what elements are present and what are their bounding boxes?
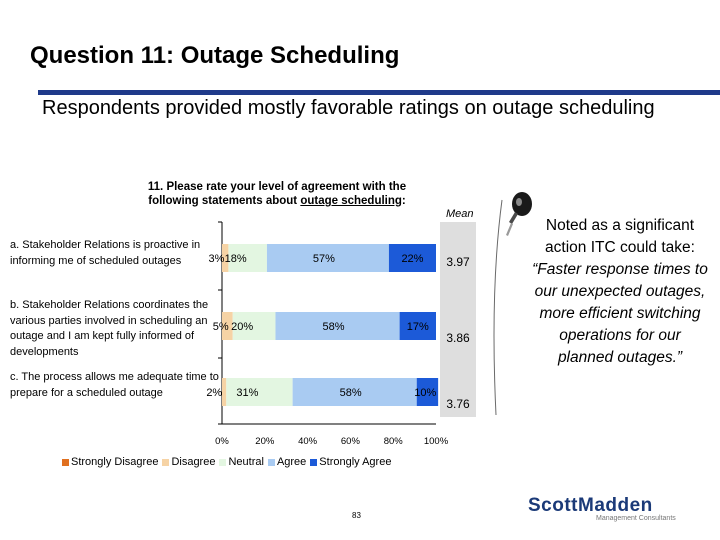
mean-value-2: 3.76	[446, 397, 470, 411]
data-label-1-1: 20%	[231, 321, 253, 333]
chart-title-line2-pre: following statements about	[148, 195, 301, 207]
legend-swatch	[310, 458, 318, 466]
bar-2-agree	[292, 378, 417, 406]
legend-label: Neutral	[228, 456, 264, 468]
microphone-icon	[484, 190, 534, 425]
x-tick-label-5: 100%	[424, 436, 449, 447]
data-label-2-2: 58%	[340, 387, 362, 399]
bar-2-neutral	[226, 378, 293, 406]
data-label-0-3: 22%	[401, 253, 423, 265]
callout: Noted as a significant action ITC could …	[530, 215, 710, 369]
chart-title: 11. Please rate your level of agreement …	[112, 180, 442, 208]
data-label-2-0: 2%	[206, 387, 222, 399]
chart-title-line2-underlined: outage scheduling	[300, 195, 402, 207]
mean-value-0: 3.97	[446, 255, 470, 269]
scottmadden-logo: ScottMadden Management Consultants	[528, 495, 688, 522]
data-label-1-0: 5%	[213, 321, 229, 333]
bar-0-neutral	[228, 244, 267, 272]
slide-title: Question 11: Outage Scheduling	[30, 42, 400, 69]
legend-label: Strongly Agree	[319, 456, 392, 468]
bar-1-neutral	[232, 312, 276, 340]
legend-label: Disagree	[171, 456, 216, 468]
x-tick-label-3: 60%	[341, 436, 361, 447]
chart-legend: Strongly Disagree Disagree Neutral Agree Str…	[62, 456, 395, 468]
logo-tagline: Management Consultants	[596, 515, 676, 522]
bar-0-strongly-agree	[388, 244, 436, 272]
legend-swatch	[62, 458, 69, 466]
legend-swatch	[267, 458, 275, 466]
x-tick-label-0: 0%	[215, 436, 229, 447]
legend-item-disagree: Disagree	[162, 456, 215, 468]
bar-2-strongly-agree	[416, 378, 439, 406]
legend-item-strongly-disagree: Strongly Disagree	[62, 456, 158, 468]
legend-item-neutral: Neutral	[219, 456, 264, 468]
category-label-c: c. The process allows me adequate time t…	[10, 371, 219, 399]
slide-subtitle: Respondents provided mostly favorable ra…	[42, 97, 655, 119]
callout-quote: “Faster response times to our unexpected…	[532, 261, 708, 366]
data-label-2-3: 10%	[414, 387, 436, 399]
chart-title-line1: 11. Please rate your level of agreement …	[147, 181, 407, 193]
bar-2-disagree	[222, 378, 227, 406]
bar-1-strongly-agree	[399, 312, 436, 340]
data-label-2-1: 31%	[236, 387, 258, 399]
x-tick-label-4: 80%	[384, 436, 404, 447]
data-label-0-0: 3%	[208, 253, 224, 265]
category-label-a: a. Stakeholder Relations is proactive in…	[10, 239, 201, 267]
category-label-b: b. Stakeholder Relations coordinates the…	[10, 299, 209, 358]
bar-1-disagree	[222, 312, 233, 340]
x-tick-label-1: 20%	[255, 436, 275, 447]
logo-name: ScottMadden	[528, 495, 653, 516]
data-label-1-3: 17%	[407, 321, 429, 333]
bar-0-agree	[266, 244, 389, 272]
callout-intro: Noted as a significant action ITC could …	[545, 217, 695, 256]
mean-value-1: 3.86	[446, 331, 470, 345]
legend-swatch	[219, 458, 227, 466]
mean-panel	[440, 222, 476, 417]
legend-label: Agree	[276, 456, 307, 468]
mean-header: Mean	[446, 208, 474, 220]
bar-0-disagree	[222, 244, 229, 272]
bar-1-agree	[275, 312, 400, 340]
data-label-1-2: 58%	[323, 321, 345, 333]
legend-swatch	[162, 458, 170, 466]
page-number: 83	[352, 511, 361, 520]
legend-label: Strongly Disagree	[71, 456, 159, 468]
title-rule	[38, 90, 720, 95]
legend-item-agree: Agree	[267, 456, 307, 468]
x-tick-label-2: 40%	[298, 436, 318, 447]
legend-item-strongly-agree: Strongly Agree	[310, 456, 391, 468]
data-label-0-2: 57%	[313, 253, 335, 265]
data-label-0-1: 18%	[225, 253, 247, 265]
chart-title-line2: following statements about outage schedu…	[112, 194, 442, 208]
chart-title-line2-post: :	[401, 195, 406, 207]
